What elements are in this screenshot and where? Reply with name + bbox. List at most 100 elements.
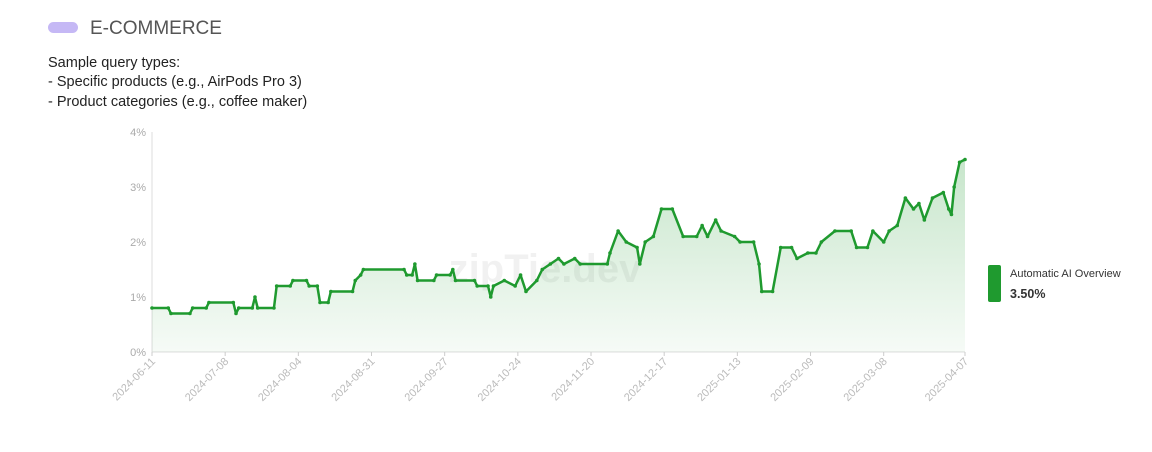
legend-label: Automatic AI Overview (1010, 268, 1121, 280)
point (350, 289, 355, 294)
subtitle-line: - Product categories (e.g., coffee maker… (48, 94, 307, 110)
point (659, 207, 664, 211)
point (150, 306, 154, 310)
point (854, 245, 859, 250)
point (415, 278, 420, 283)
point (616, 229, 620, 233)
point (190, 306, 195, 310)
point (502, 278, 507, 283)
point (670, 207, 675, 211)
point (475, 284, 480, 288)
point (535, 278, 539, 283)
point (291, 278, 295, 283)
point (410, 273, 414, 277)
point (453, 278, 458, 283)
point (234, 311, 238, 316)
point (719, 229, 723, 233)
point (250, 306, 255, 310)
point (488, 295, 493, 299)
point (881, 240, 886, 244)
x-tick-label: 2024-11-20 (549, 356, 597, 404)
point (819, 240, 824, 244)
point (849, 229, 853, 233)
point (624, 240, 629, 244)
point (681, 234, 685, 239)
point (638, 262, 642, 266)
y-tick-label: 2% (130, 237, 146, 249)
chart-title: E-COMMERCE (90, 18, 222, 39)
point (814, 251, 818, 255)
point (255, 306, 260, 310)
x-tick-label: 2025-02-09 (768, 356, 816, 404)
point (329, 289, 333, 294)
point (946, 207, 951, 211)
y-tick-label: 1% (130, 292, 146, 304)
point (795, 256, 799, 261)
point (361, 267, 366, 272)
point (231, 300, 236, 305)
point (402, 267, 406, 272)
point (353, 278, 358, 283)
y-tick-label: 3% (130, 182, 146, 194)
point (207, 300, 211, 305)
point (651, 234, 656, 239)
legend-swatch (988, 265, 1001, 302)
point (472, 278, 477, 283)
point (204, 306, 208, 310)
y-tick-label: 0% (130, 347, 146, 359)
point (833, 229, 837, 233)
point (562, 262, 566, 266)
point (700, 223, 704, 228)
point (941, 190, 946, 195)
point (578, 262, 582, 266)
x-tick-label: 2024-08-31 (329, 356, 377, 404)
point (757, 262, 761, 266)
point (770, 289, 775, 294)
point (751, 240, 756, 244)
point (358, 273, 363, 277)
point (513, 284, 517, 288)
point (169, 311, 173, 316)
x-tick-label: 2024-10-24 (476, 356, 524, 404)
point (643, 240, 648, 244)
point (705, 234, 710, 239)
point (930, 196, 935, 200)
point (778, 245, 783, 250)
point (491, 284, 496, 288)
point (315, 284, 320, 288)
point (274, 284, 279, 288)
point (732, 234, 737, 239)
point (288, 284, 293, 288)
point (789, 245, 794, 250)
point (236, 306, 241, 310)
point (432, 278, 436, 283)
point (253, 295, 257, 299)
x-tick-label: 2025-01-13 (695, 356, 743, 404)
legend-value: 3.50% (1010, 287, 1045, 301)
point (605, 262, 610, 266)
point (304, 278, 309, 283)
point (518, 273, 523, 277)
point (556, 256, 561, 261)
point (949, 212, 954, 217)
point (911, 207, 916, 211)
point (307, 284, 311, 288)
point (887, 229, 891, 233)
point (540, 267, 545, 272)
point (963, 157, 967, 162)
point (952, 185, 956, 189)
x-tick-label: 2024-12-17 (622, 356, 670, 404)
point (865, 245, 870, 250)
point (713, 218, 718, 222)
point (451, 267, 455, 272)
point (806, 251, 810, 255)
point (318, 300, 322, 305)
point (404, 273, 409, 277)
point (448, 273, 452, 277)
point (738, 240, 742, 244)
line (152, 158, 966, 315)
point (694, 234, 699, 239)
area (152, 159, 965, 352)
x-tick-label: 2025-04-07 (923, 356, 971, 404)
